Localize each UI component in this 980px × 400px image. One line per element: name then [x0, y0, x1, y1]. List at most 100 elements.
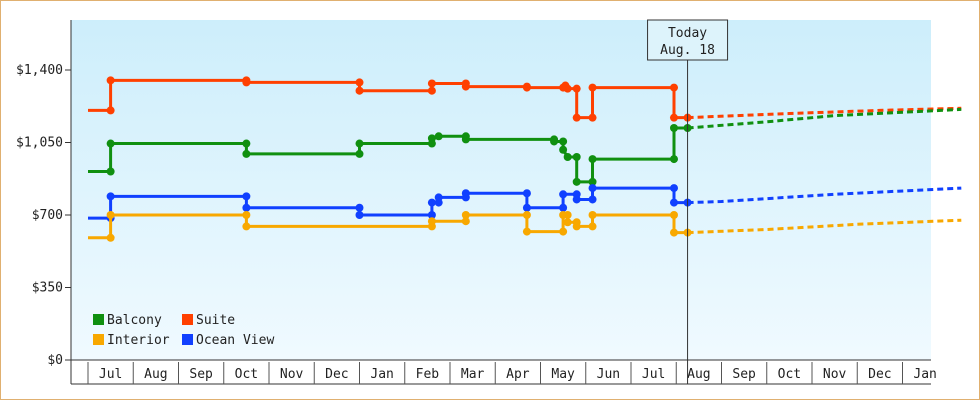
data-point-balcony[interactable] — [559, 145, 568, 154]
data-point-interior[interactable] — [563, 218, 572, 227]
data-point-ocean-view[interactable] — [242, 192, 251, 201]
data-point-balcony[interactable] — [242, 139, 251, 148]
data-point-suite[interactable] — [563, 84, 572, 93]
data-point-balcony[interactable] — [106, 139, 115, 148]
data-point-interior[interactable] — [588, 211, 597, 219]
legend-swatch-interior — [93, 334, 104, 345]
data-point-balcony[interactable] — [572, 153, 581, 161]
x-tick-label: Apr — [506, 367, 530, 382]
data-point-balcony[interactable] — [355, 139, 364, 148]
data-point-interior[interactable] — [559, 227, 568, 236]
data-point-suite[interactable] — [669, 113, 678, 122]
data-point-suite[interactable] — [669, 83, 678, 92]
data-point-ocean-view[interactable] — [355, 203, 364, 212]
data-point-balcony[interactable] — [106, 167, 115, 176]
y-tick-label: $1,400 — [16, 63, 63, 78]
data-point-interior[interactable] — [522, 227, 531, 236]
plot-background — [71, 20, 931, 360]
data-point-ocean-view[interactable] — [355, 211, 364, 219]
x-tick-label: Jan — [913, 367, 936, 382]
data-point-suite[interactable] — [461, 82, 470, 91]
data-point-ocean-view[interactable] — [669, 184, 678, 193]
x-tick-label: Dec — [325, 367, 348, 382]
data-point-ocean-view[interactable] — [522, 189, 531, 198]
data-point-ocean-view[interactable] — [427, 198, 436, 207]
x-tick-label: Oct — [235, 367, 258, 382]
projection-line-balcony — [687, 107, 962, 130]
data-point-suite[interactable] — [522, 83, 531, 92]
data-point-balcony[interactable] — [461, 135, 470, 144]
legend: Balcony Suite Interior Ocean View — [93, 313, 274, 348]
data-point-ocean-view[interactable] — [461, 189, 470, 198]
today-date: Aug. 18 — [660, 43, 715, 58]
data-point-suite[interactable] — [106, 106, 115, 115]
projection-line-suite — [687, 106, 962, 120]
data-point-suite[interactable] — [355, 78, 364, 87]
data-point-balcony[interactable] — [588, 155, 597, 164]
legend-label-balcony: Balcony — [107, 313, 162, 328]
data-point-interior[interactable] — [572, 222, 581, 231]
data-point-suite[interactable] — [106, 76, 115, 85]
data-point-interior[interactable] — [588, 222, 597, 231]
data-point-interior[interactable] — [106, 211, 115, 219]
x-tick-label: Nov — [823, 367, 847, 382]
data-point-ocean-view[interactable] — [427, 211, 436, 219]
data-point-balcony[interactable] — [427, 134, 436, 143]
data-point-ocean-view[interactable] — [572, 195, 581, 204]
today-box — [647, 19, 729, 61]
data-point-suite[interactable] — [588, 113, 597, 122]
data-point-interior[interactable] — [427, 217, 436, 226]
data-point-interior[interactable] — [522, 211, 531, 219]
projection-line-ocean-view — [687, 186, 962, 205]
y-tick-label: $350 — [32, 281, 63, 296]
x-tick-label: Aug — [144, 367, 167, 382]
data-point-balcony[interactable] — [242, 149, 251, 158]
x-tick-label: Nov — [280, 367, 304, 382]
data-point-ocean-view[interactable] — [522, 203, 531, 212]
x-tick-label: Jan — [370, 367, 393, 382]
data-point-ocean-view[interactable] — [242, 203, 251, 212]
data-point-interior[interactable] — [106, 233, 115, 242]
data-point-balcony[interactable] — [572, 177, 581, 186]
data-point-interior[interactable] — [669, 228, 678, 237]
data-point-balcony[interactable] — [559, 137, 568, 146]
data-point-interior[interactable] — [242, 222, 251, 231]
data-point-ocean-view[interactable] — [559, 190, 568, 199]
data-point-ocean-view[interactable] — [588, 184, 597, 193]
data-point-suite[interactable] — [588, 83, 597, 92]
data-point-ocean-view[interactable] — [106, 192, 115, 201]
data-point-interior[interactable] — [461, 211, 470, 219]
x-tick-label: Jul — [99, 367, 122, 382]
data-point-suite[interactable] — [242, 78, 251, 87]
data-point-balcony[interactable] — [563, 153, 572, 161]
x-tick-label: Jun — [597, 367, 620, 382]
data-point-suite[interactable] — [572, 113, 581, 122]
data-point-suite[interactable] — [427, 86, 436, 95]
data-point-balcony[interactable] — [550, 137, 559, 146]
data-point-balcony[interactable] — [355, 149, 364, 158]
data-point-interior[interactable] — [461, 217, 470, 226]
data-point-suite[interactable] — [572, 84, 581, 93]
x-tick-label: Sep — [732, 367, 756, 382]
data-point-ocean-view[interactable] — [434, 193, 443, 202]
legend-label-interior: Interior — [107, 333, 170, 348]
data-point-ocean-view[interactable] — [588, 195, 597, 204]
legend-label-ocean-view: Ocean View — [196, 333, 274, 348]
data-point-balcony[interactable] — [588, 177, 597, 186]
data-point-ocean-view[interactable] — [559, 203, 568, 212]
data-point-suite[interactable] — [355, 86, 364, 95]
x-tick-label: Feb — [416, 367, 440, 382]
data-point-interior[interactable] — [669, 211, 678, 219]
data-point-balcony[interactable] — [434, 132, 443, 141]
legend-label-suite: Suite — [196, 313, 235, 328]
data-point-ocean-view[interactable] — [669, 198, 678, 207]
data-point-interior[interactable] — [563, 211, 572, 219]
data-point-interior[interactable] — [242, 211, 251, 219]
x-tick-label: Oct — [778, 367, 801, 382]
x-tick-label: Dec — [868, 367, 891, 382]
data-point-balcony[interactable] — [669, 155, 678, 164]
data-point-suite[interactable] — [427, 79, 436, 88]
data-point-balcony[interactable] — [669, 124, 678, 132]
x-tick-label: Mar — [461, 367, 485, 382]
